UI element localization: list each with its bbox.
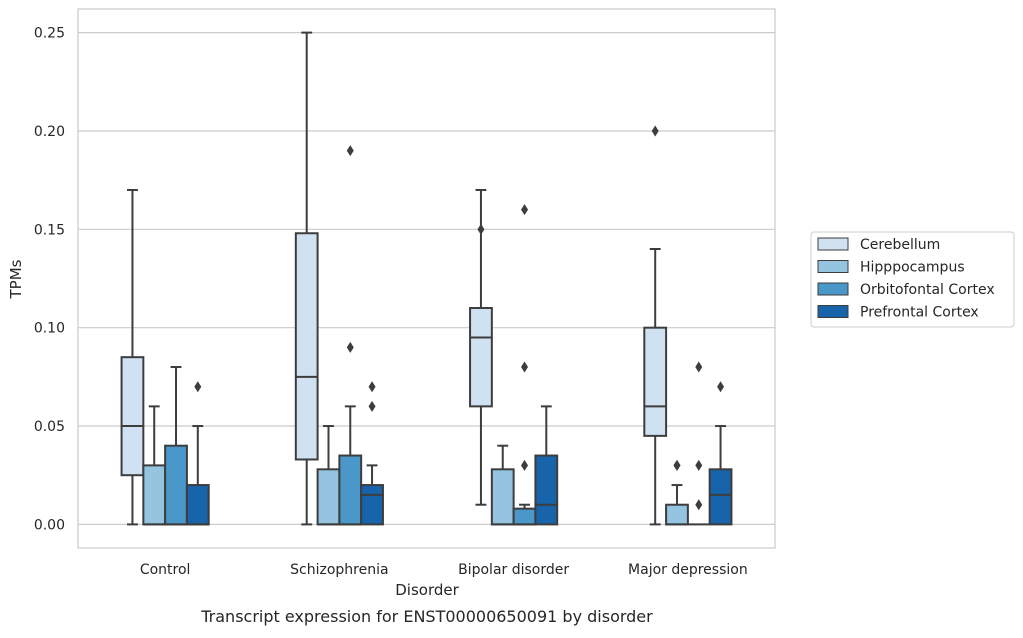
legend-swatch: [817, 305, 849, 318]
y-tick-label: 0.15: [34, 222, 65, 238]
box-group: [469, 188, 493, 506]
x-axis-ticks: Control Schizophrenia Bipolar disorder Majo…: [140, 562, 748, 578]
y-tick-label: 0.20: [34, 124, 65, 140]
series-cerebellum: [120, 31, 668, 526]
y-tick-label: 0.25: [34, 26, 65, 42]
box-group: [338, 145, 363, 526]
outlier-point: [651, 125, 659, 137]
outlier-point: [673, 459, 681, 471]
box: [316, 468, 341, 526]
box-group: [120, 188, 145, 526]
box-group: [142, 405, 167, 526]
y-tick-label: 0.00: [34, 517, 65, 533]
box: [665, 503, 689, 526]
x-tick-label: Control: [140, 562, 191, 578]
box-group: [164, 366, 188, 526]
box: [294, 232, 319, 461]
box: [469, 307, 493, 408]
outlier-point: [521, 459, 529, 471]
outlier-point: [695, 361, 703, 373]
box: [120, 356, 145, 477]
outlier-point: [695, 499, 703, 511]
outlier-point: [717, 381, 725, 393]
y-axis-title: TPMs: [7, 259, 25, 299]
y-tick-label: 0.10: [34, 321, 65, 337]
series-prefrontal-cortex: [185, 381, 733, 526]
box: [360, 484, 384, 526]
box-group: [708, 381, 733, 526]
x-axis-title: Disorder: [395, 581, 459, 599]
box-group: [185, 381, 210, 526]
outlier-point: [346, 341, 354, 353]
legend-swatch: [817, 237, 849, 251]
series-hipppocampus: [142, 405, 689, 526]
y-tick-label: 0.05: [34, 419, 65, 435]
box-group: [687, 361, 710, 526]
box-group: [316, 425, 341, 526]
series-orbitofontal-cortex: [164, 145, 710, 526]
legend-frame: [810, 231, 1015, 328]
box-group: [665, 459, 689, 526]
legend-label: Hipppocampus: [860, 260, 965, 276]
box: [512, 507, 537, 526]
plot-boxes: [120, 31, 733, 526]
box: [164, 444, 188, 526]
plot-frame: [77, 8, 776, 549]
box: [643, 326, 668, 437]
box-group: [643, 125, 668, 526]
box: [185, 484, 210, 526]
box: [708, 468, 733, 526]
box-group: [294, 31, 319, 526]
outlier-point: [194, 381, 202, 393]
legend: Cerebellum Hipppocampus Orbitofontal Corte…: [810, 231, 1015, 328]
box: [142, 464, 167, 526]
box: [490, 468, 515, 526]
outlier-point: [346, 145, 354, 157]
outlier-point: [521, 204, 529, 216]
legend-label: Orbitofontal Cortex: [860, 282, 995, 298]
outlier-point: [368, 400, 376, 412]
x-tick-label: Schizophrenia: [290, 562, 388, 578]
box-group: [534, 405, 559, 526]
outlier-point: [477, 223, 485, 235]
y-axis-ticks: 0.00 0.05 0.10 0.15 0.20 0.25: [34, 26, 65, 534]
x-tick-label: Major depression: [628, 562, 748, 578]
legend-swatch: [817, 282, 849, 296]
box-group: [512, 204, 537, 526]
chart-caption: Transcript expression for ENST0000065009…: [200, 607, 653, 626]
legend-label: Cerebellum: [860, 237, 940, 253]
legend-label: Prefrontal Cortex: [860, 305, 979, 321]
x-tick-label: Bipolar disorder: [458, 562, 569, 578]
outlier-point: [521, 361, 529, 373]
box-group: [490, 444, 515, 526]
outlier-point: [368, 381, 376, 393]
box-group: [360, 381, 384, 526]
box: [534, 454, 559, 526]
outlier-point: [695, 459, 703, 471]
legend-swatch: [817, 260, 849, 273]
box: [338, 454, 363, 526]
